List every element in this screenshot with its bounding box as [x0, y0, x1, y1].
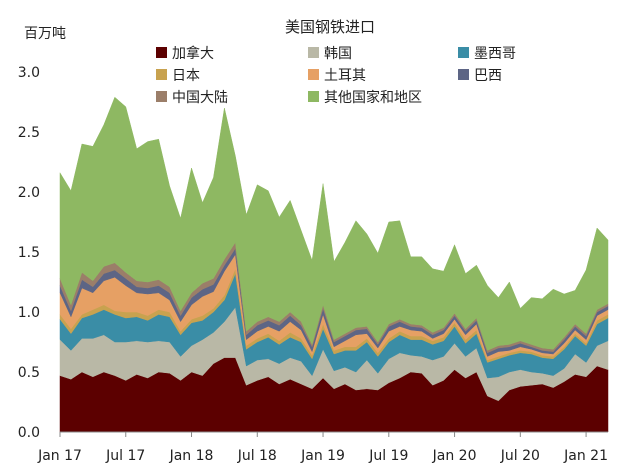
y-tick-label: 1.5	[18, 245, 40, 261]
chart-title: 美国钢铁进口	[285, 18, 375, 36]
y-tick-label: 1.0	[18, 305, 40, 321]
legend-label-1: 韩国	[324, 46, 352, 62]
y-tick-label: 2.0	[18, 185, 40, 201]
legend-label-2: 墨西哥	[474, 46, 516, 62]
legend-label-0: 加拿大	[172, 45, 214, 62]
y-tick-label: 0.5	[18, 365, 40, 381]
y-tick-label: 2.5	[18, 125, 40, 141]
legend-label-5: 巴西	[474, 68, 502, 84]
x-tick-label: Jul 18	[237, 448, 277, 464]
y-axis-unit-label: 百万吨	[24, 26, 66, 42]
x-tick-label: Jan 18	[169, 448, 214, 464]
legend-label-4: 土耳其	[324, 68, 366, 84]
x-tick-label: Jul 19	[368, 448, 408, 464]
legend-swatch-0	[156, 47, 167, 58]
legend-swatch-5	[458, 69, 469, 80]
y-tick-label: 0.0	[18, 425, 40, 441]
x-tick-label: Jul 17	[105, 448, 145, 464]
y-axis: 0.0 0.5 1.0 1.5 2.0 2.5 3.0	[18, 65, 40, 441]
legend-swatch-4	[308, 69, 319, 80]
legend-swatch-7	[308, 91, 319, 102]
legend-swatch-1	[308, 47, 319, 58]
legend-label-3: 日本	[172, 68, 200, 84]
x-axis: Jan 17 Jul 17 Jan 18 Jul 18 Jan 19 Jul 19 Jan …	[37, 431, 608, 464]
legend-label-7: 其他国家和地区	[324, 89, 422, 106]
x-tick-label: Jul 20	[500, 448, 540, 464]
stacked-areas	[59, 96, 609, 433]
legend-swatch-2	[458, 47, 469, 58]
y-tick-label: 3.0	[18, 65, 40, 81]
legend-swatch-3	[156, 69, 167, 80]
x-tick-label: Jan 20	[432, 448, 477, 464]
x-tick-label: Jan 17	[37, 448, 82, 464]
x-tick-label: Jan 21	[563, 448, 608, 464]
legend-label-6: 中国大陆	[172, 90, 228, 106]
area-series-7	[59, 96, 609, 351]
x-tick-label: Jan 19	[300, 448, 345, 464]
legend-swatch-6	[156, 91, 167, 102]
